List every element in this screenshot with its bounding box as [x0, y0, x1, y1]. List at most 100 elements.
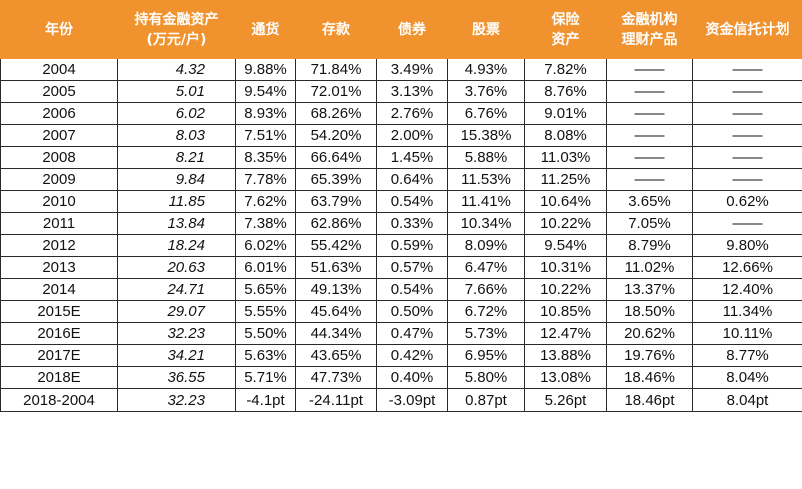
bonds-cell: 0.47% — [376, 322, 448, 345]
trust-plans-cell: —— — [692, 58, 802, 81]
cash-cell: 6.01% — [235, 256, 296, 279]
stocks-cell: 6.76% — [447, 102, 525, 125]
year-cell: 2006 — [0, 102, 118, 125]
year-cell: 2015E — [0, 300, 118, 323]
insurance-cell: 10.85% — [524, 300, 607, 323]
insurance-cell: 9.54% — [524, 234, 607, 257]
table-row: 2009 9.84 7.78% 65.39% 0.64% 11.53% 11.25% —— —— — [0, 168, 802, 191]
bonds-cell: 2.00% — [376, 124, 448, 147]
bonds-cell: 0.54% — [376, 278, 448, 301]
financial-assets-cell: 29.07 — [117, 300, 236, 323]
cash-header-line: 通货 — [251, 21, 280, 38]
trust-plans-cell: 9.80% — [692, 234, 802, 257]
wealth-products-cell: 18.50% — [606, 300, 693, 323]
wealth-products-cell: 18.46% — [606, 366, 693, 389]
year-cell: 2017E — [0, 344, 118, 367]
year-cell: 2018-2004 — [0, 388, 118, 412]
financial-assets-cell: 18.24 — [117, 234, 236, 257]
bonds-cell: 0.40% — [376, 366, 448, 389]
insurance-cell: 12.47% — [524, 322, 607, 345]
deposits-cell: 65.39% — [295, 168, 377, 191]
deposits-header-line: 存款 — [322, 21, 350, 38]
year-cell: 2011 — [0, 212, 118, 235]
cash-cell: 7.78% — [235, 168, 296, 191]
financial-assets-cell: 9.84 — [117, 168, 236, 191]
financial-assets-header: 持有金融资产 (万元/户) — [117, 0, 236, 59]
financial-assets-cell: 36.55 — [117, 366, 236, 389]
trust-plans-cell: —— — [692, 124, 802, 147]
deposits-cell: 72.01% — [295, 80, 377, 103]
stocks-cell: 15.38% — [447, 124, 525, 147]
year-cell: 2005 — [0, 80, 118, 103]
insurance-cell: 10.22% — [524, 278, 607, 301]
financial-assets-cell: 11.85 — [117, 190, 236, 213]
financial-assets-cell: 32.23 — [117, 322, 236, 345]
deposits-cell: 49.13% — [295, 278, 377, 301]
financial-assets-header-line: (万元/户) — [146, 31, 207, 48]
insurance-header: 保险 资产 — [524, 0, 607, 59]
trust-plans-cell: —— — [692, 168, 802, 191]
wealth-products-cell: 19.76% — [606, 344, 693, 367]
table-row: 2014 24.71 5.65% 49.13% 0.54% 7.66% 10.22% 13.3… — [0, 278, 802, 301]
table-row: 2015E 29.07 5.55% 45.64% 0.50% 6.72% 10.85% 18.… — [0, 300, 802, 323]
insurance-cell: 8.76% — [524, 80, 607, 103]
insurance-cell: 9.01% — [524, 102, 607, 125]
financial-assets-cell: 4.32 — [117, 58, 236, 81]
wealth-products-cell: 11.02% — [606, 256, 693, 279]
bonds-cell: 0.54% — [376, 190, 448, 213]
stocks-cell: 8.09% — [447, 234, 525, 257]
deposits-cell: 55.42% — [295, 234, 377, 257]
stocks-cell: 0.87pt — [447, 388, 525, 412]
cash-cell: 8.93% — [235, 102, 296, 125]
deposits-cell: 54.20% — [295, 124, 377, 147]
stocks-cell: 11.53% — [447, 168, 525, 191]
deposits-cell: -24.11pt — [295, 388, 377, 412]
year-cell: 2018E — [0, 366, 118, 389]
bonds-cell: 2.76% — [376, 102, 448, 125]
stocks-cell: 4.93% — [447, 58, 525, 81]
bonds-cell: 0.42% — [376, 344, 448, 367]
cash-cell: 5.63% — [235, 344, 296, 367]
cash-cell: 5.71% — [235, 366, 296, 389]
table-row: 2012 18.24 6.02% 55.42% 0.59% 8.09% 9.54% 8.79%… — [0, 234, 802, 257]
trust-plans-cell: 11.34% — [692, 300, 802, 323]
stocks-header-line: 股票 — [472, 21, 500, 38]
wealth-products-cell: —— — [606, 168, 693, 191]
table-row: 2018-2004 32.23 -4.1pt -24.11pt -3.09pt 0.87p… — [0, 388, 802, 412]
financial-assets-cell: 8.21 — [117, 146, 236, 169]
bonds-cell: 0.50% — [376, 300, 448, 323]
deposits-cell: 45.64% — [295, 300, 377, 323]
trust-plans-header: 资金信托计划 — [692, 0, 802, 59]
stocks-cell: 5.80% — [447, 366, 525, 389]
insurance-cell: 10.22% — [524, 212, 607, 235]
year-cell: 2010 — [0, 190, 118, 213]
stocks-cell: 6.95% — [447, 344, 525, 367]
trust-plans-header-line: 资金信托计划 — [705, 21, 790, 38]
bonds-header-line: 债券 — [398, 21, 426, 38]
header-row: 年份 持有金融资产 (万元/户) 通货 存款 债券 股票 保险 资产 金融机构 理财产品 资金信托计划 — [0, 0, 802, 59]
cash-cell: 9.54% — [235, 80, 296, 103]
trust-plans-cell: 12.40% — [692, 278, 802, 301]
insurance-cell: 10.31% — [524, 256, 607, 279]
bonds-cell: 1.45% — [376, 146, 448, 169]
trust-plans-cell: 12.66% — [692, 256, 802, 279]
deposits-cell: 51.63% — [295, 256, 377, 279]
year-cell: 2012 — [0, 234, 118, 257]
stocks-cell: 6.72% — [447, 300, 525, 323]
table-row: 2018E 36.55 5.71% 47.73% 0.40% 5.80% 13.08% 18.… — [0, 366, 802, 389]
year-cell: 2004 — [0, 58, 118, 81]
cash-cell: 9.88% — [235, 58, 296, 81]
deposits-header: 存款 — [295, 0, 377, 59]
wealth-products-cell: 13.37% — [606, 278, 693, 301]
stocks-cell: 6.47% — [447, 256, 525, 279]
insurance-cell: 13.08% — [524, 366, 607, 389]
table-row: 2007 8.03 7.51% 54.20% 2.00% 15.38% 8.08% —— —— — [0, 124, 802, 147]
year-header-line: 年份 — [45, 21, 73, 38]
trust-plans-cell: —— — [692, 146, 802, 169]
asset-allocation-table: 年份 持有金融资产 (万元/户) 通货 存款 债券 股票 保险 资产 金融机构 理财产品 资金信托计划… — [0, 0, 802, 412]
wealth-products-cell: 18.46pt — [606, 388, 693, 412]
bonds-cell: 3.13% — [376, 80, 448, 103]
insurance-cell: 10.64% — [524, 190, 607, 213]
year-header: 年份 — [0, 0, 118, 59]
trust-plans-cell: —— — [692, 80, 802, 103]
